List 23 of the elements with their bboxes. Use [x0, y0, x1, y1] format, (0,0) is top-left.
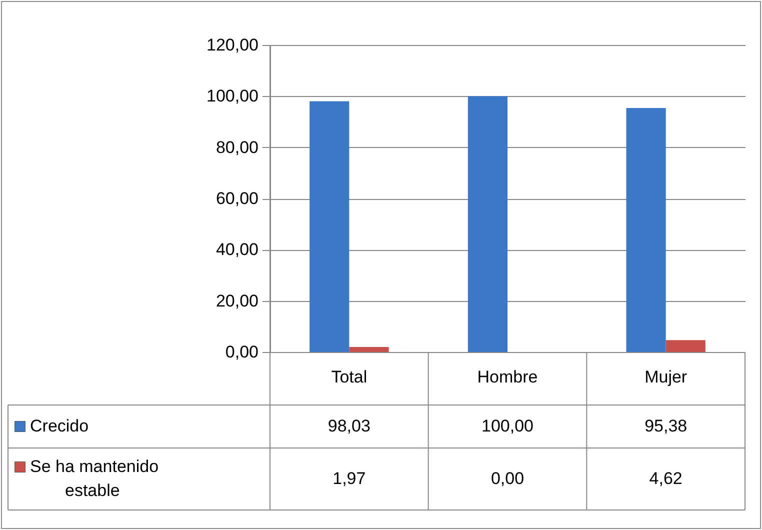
bar [310, 101, 350, 352]
y-tick-label: 80,00 [216, 138, 258, 157]
x-tick-label: Hombre [477, 368, 538, 386]
y-tick-label: 100,00 [206, 86, 258, 106]
data-label: 4,62 [649, 469, 682, 488]
bar [349, 346, 389, 352]
data-label: 1,97 [332, 469, 366, 488]
legend-label: Se ha mantenido estable [30, 457, 159, 500]
y-tick-label: 40,00 [216, 240, 258, 260]
bar [468, 96, 508, 352]
data-label: 98,03 [328, 416, 370, 436]
x-tick-label: Total [331, 368, 368, 386]
y-tick-label: 60,00 [216, 189, 258, 208]
bar [666, 340, 706, 352]
y-tick-label: 120,00 [206, 36, 258, 54]
y-tick-label: 0,00 [225, 342, 258, 362]
data-label: 100,00 [482, 416, 534, 436]
data-label: 0,00 [490, 469, 524, 488]
data-label: 95,38 [644, 416, 688, 436]
x-tick-label: Mujer [644, 368, 688, 386]
bar [626, 108, 666, 352]
legend-label: Crecido [30, 416, 89, 436]
y-tick-label: 20,00 [216, 291, 258, 310]
